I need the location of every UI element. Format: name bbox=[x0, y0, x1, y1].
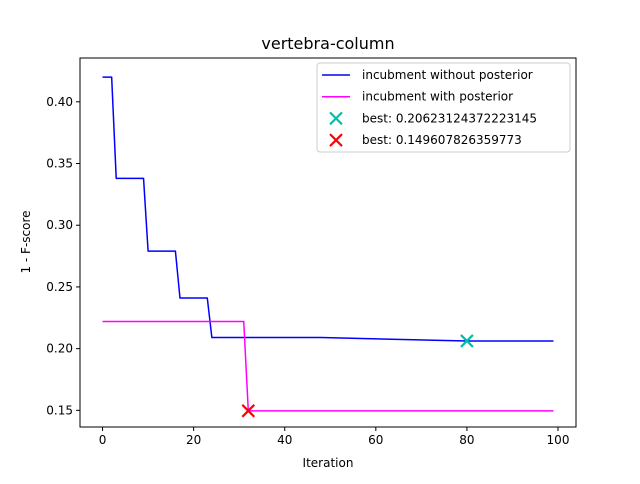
x-tick-label: 40 bbox=[277, 433, 292, 447]
x-tick-label: 60 bbox=[368, 433, 383, 447]
y-tick-label: 0.40 bbox=[46, 95, 73, 109]
legend-label: best: 0.20623124372223145 bbox=[362, 111, 537, 125]
x-tick-label: 20 bbox=[186, 433, 201, 447]
y-tick-label: 0.20 bbox=[46, 342, 73, 356]
y-tick-label: 0.35 bbox=[46, 157, 73, 171]
y-tick-label: 0.25 bbox=[46, 280, 73, 294]
chart-title: vertebra-column bbox=[261, 34, 394, 53]
x-tick-label: 100 bbox=[547, 433, 570, 447]
legend: incubment without posterior incubment wit… bbox=[317, 63, 570, 152]
legend-entry-3: best: 0.20623124372223145 bbox=[330, 111, 537, 125]
y-tick-label: 0.30 bbox=[46, 218, 73, 232]
y-axis-label: 1 - F-score bbox=[19, 210, 33, 273]
x-axis-label: Iteration bbox=[303, 456, 354, 470]
legend-label: incubment with posterior bbox=[362, 90, 513, 104]
legend-label: best: 0.149607826359773 bbox=[362, 133, 522, 147]
x-tick-label: 80 bbox=[459, 433, 474, 447]
y-tick-label: 0.15 bbox=[46, 403, 73, 417]
x-tick-label: 0 bbox=[99, 433, 107, 447]
legend-label: incubment without posterior bbox=[362, 68, 533, 82]
